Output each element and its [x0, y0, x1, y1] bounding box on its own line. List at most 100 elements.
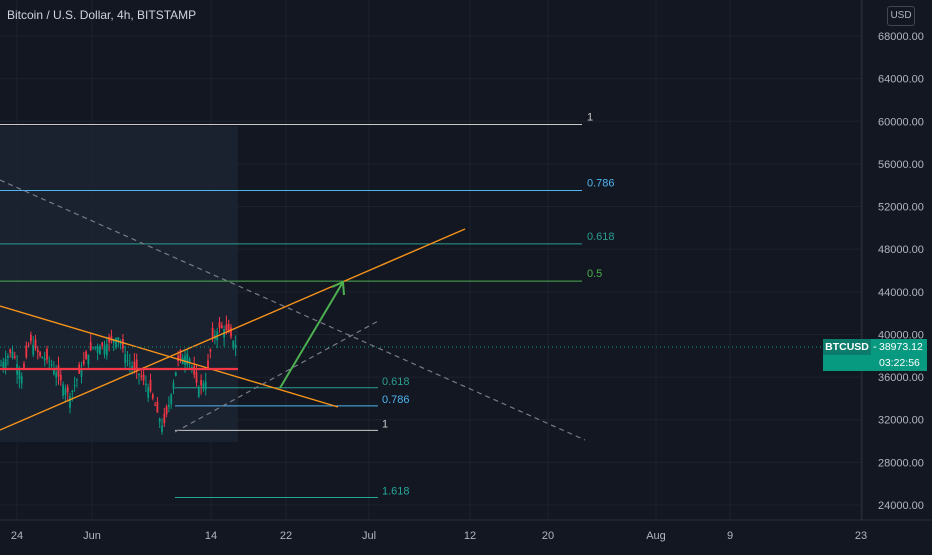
candle-body	[135, 359, 138, 372]
candle-body	[156, 401, 159, 413]
candle-body	[43, 358, 46, 361]
candle-body	[11, 351, 14, 358]
candle-body	[0, 365, 2, 367]
fib-level-label: 1	[587, 111, 593, 123]
candle-body	[57, 365, 60, 377]
candle-body	[133, 361, 136, 369]
candle-body	[13, 356, 16, 358]
candle-body	[227, 323, 230, 333]
time-tick-label: 24	[11, 530, 23, 542]
currency-button[interactable]: USD	[887, 6, 915, 26]
candle-body	[82, 360, 85, 364]
time-axis[interactable]: 24 Jun 14 22 Jul 12 20 Aug 9 23	[11, 530, 867, 542]
candle-body	[161, 425, 163, 432]
candle-body	[115, 337, 117, 348]
candle-body	[197, 387, 200, 397]
candle-body	[131, 365, 133, 368]
candle-body	[211, 327, 214, 339]
candle-body	[218, 322, 221, 328]
chart-title: Bitcoin / U.S. Dollar, 4h, BITSTAMP	[7, 8, 197, 22]
candle-body	[165, 406, 168, 415]
candle-body	[128, 363, 131, 365]
candle-body	[225, 324, 228, 331]
candle-body	[9, 349, 12, 353]
candle-body	[195, 372, 198, 383]
time-tick-label: Jul	[362, 530, 376, 542]
candle-body	[46, 348, 48, 360]
candle-body	[41, 357, 44, 359]
candle-body	[4, 358, 7, 369]
candle-body	[140, 375, 143, 377]
price-tick-label: 28000.00	[878, 457, 924, 469]
fib-ext-label: 1.618	[382, 486, 410, 498]
price-axis[interactable]: 24000.00 28000.00 32000.00 36000.00 40000.00…	[878, 31, 924, 512]
price-tick-label: 64000.00	[878, 74, 924, 86]
candle-body	[174, 371, 177, 376]
trend-drawings[interactable]	[0, 179, 586, 441]
candle-body	[85, 351, 87, 360]
candle-body	[230, 327, 232, 337]
candle-body	[66, 386, 69, 393]
candle-body	[122, 339, 124, 349]
time-tick-label: 12	[464, 530, 476, 542]
candle-body	[110, 335, 113, 341]
candle-body	[18, 370, 21, 380]
candle-body	[124, 354, 127, 364]
candle-body	[193, 365, 196, 375]
candle-body	[69, 396, 71, 408]
fib-retracement-upper[interactable]: 1 0.786 0.618 0.5	[0, 111, 615, 282]
time-tick-label: 9	[727, 530, 733, 542]
candle-body	[34, 339, 37, 349]
fib-level-label: 0.618	[587, 231, 615, 243]
fib-ext-label: 1	[382, 418, 388, 430]
price-tag-symbol: BTCUSD	[823, 339, 871, 355]
candle-body	[96, 346, 99, 353]
candle-body	[50, 364, 53, 366]
candle-body	[177, 355, 179, 362]
candle-body	[200, 380, 202, 386]
time-tick-label: 20	[542, 530, 554, 542]
range-highlight	[0, 126, 238, 442]
candle-body	[207, 360, 209, 368]
candle-body	[105, 343, 108, 356]
time-tick-label: 22	[280, 530, 292, 542]
candle-body	[103, 345, 106, 355]
rising-channel-line	[0, 228, 466, 431]
candle-body	[149, 379, 152, 392]
candle-body	[99, 345, 101, 355]
candle-body	[59, 374, 62, 381]
candle-body	[55, 372, 58, 378]
price-tag-value: 38973.12	[879, 341, 923, 353]
time-tick-label: Jun	[83, 530, 101, 542]
candle-body	[117, 337, 120, 342]
price-tick-label: 48000.00	[878, 244, 924, 256]
price-tick-label: 24000.00	[878, 500, 924, 512]
price-tag-countdown: 03:22:56	[879, 357, 920, 369]
candle-body	[48, 360, 51, 362]
time-tick-label: 23	[855, 530, 867, 542]
candle-body	[188, 359, 191, 363]
candle-body	[80, 368, 83, 377]
candle-body	[2, 362, 5, 369]
price-tag-dash: -	[873, 341, 877, 353]
candle-body	[138, 373, 140, 376]
candle-body	[154, 404, 156, 406]
candle-body	[53, 368, 55, 375]
candle-body	[71, 390, 74, 393]
price-tick-label: 36000.00	[878, 372, 924, 384]
fib-ext-label: 0.786	[382, 394, 410, 406]
candle-body	[232, 340, 235, 347]
candle-body	[64, 388, 67, 396]
fib-extension-lower[interactable]: 0.618 0.786 1 1.618	[175, 376, 410, 499]
candle-body	[170, 394, 173, 405]
candle-body	[112, 339, 115, 343]
candle-body	[184, 355, 186, 365]
candle-body	[142, 374, 145, 381]
candle-body	[73, 384, 76, 387]
candle-body	[163, 413, 166, 424]
candle-body	[158, 419, 161, 422]
price-tick-label: 52000.00	[878, 202, 924, 214]
candle-body	[202, 383, 205, 389]
